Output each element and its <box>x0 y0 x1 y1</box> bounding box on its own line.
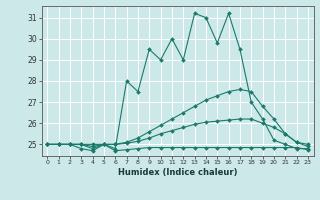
X-axis label: Humidex (Indice chaleur): Humidex (Indice chaleur) <box>118 168 237 177</box>
